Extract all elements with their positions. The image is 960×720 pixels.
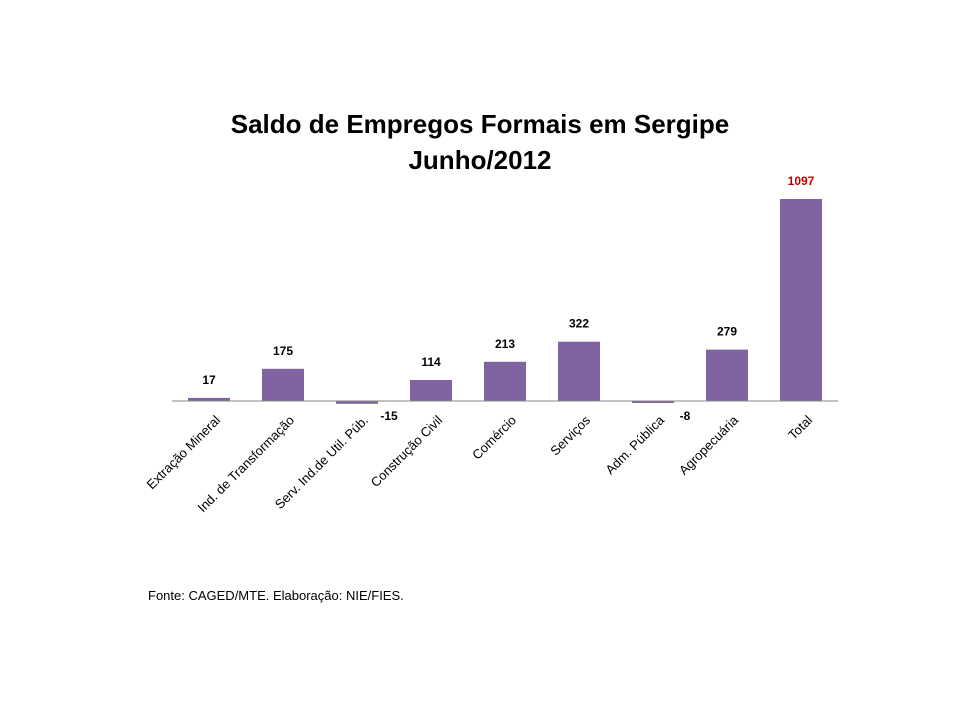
bar bbox=[188, 397, 230, 401]
x-tick-label: Comércio bbox=[469, 413, 519, 463]
data-label: 17 bbox=[202, 373, 216, 387]
data-label: -15 bbox=[380, 409, 398, 423]
bar bbox=[706, 349, 748, 401]
data-label: -8 bbox=[680, 409, 691, 423]
data-label: 175 bbox=[273, 344, 293, 358]
bar bbox=[484, 361, 526, 401]
data-labels-group: 17 175 -15 114 213 322 -8 279 1097 bbox=[202, 174, 814, 423]
x-tick-label: Extração Mineral bbox=[144, 412, 224, 492]
x-tick-label: Construção Civil bbox=[368, 412, 446, 490]
x-tick-label: Adm. Pública bbox=[602, 412, 667, 477]
chart-title: Saldo de Empregos Formais em Sergipe bbox=[231, 109, 729, 139]
source-note: Fonte: CAGED/MTE. Elaboração: NIE/FIES. bbox=[148, 588, 404, 603]
x-tick-label: Total bbox=[785, 412, 815, 442]
data-label: 114 bbox=[421, 355, 441, 369]
bar bbox=[410, 380, 452, 401]
bar bbox=[558, 341, 600, 401]
bar bbox=[262, 368, 304, 401]
data-label: 279 bbox=[717, 325, 737, 339]
data-label: 213 bbox=[495, 337, 515, 351]
bar bbox=[780, 199, 822, 401]
bars-group bbox=[188, 199, 822, 404]
bar bbox=[336, 401, 378, 404]
data-label: 1097 bbox=[788, 174, 815, 188]
chart-subtitle: Junho/2012 bbox=[408, 145, 551, 175]
x-tick-label: Serviços bbox=[547, 412, 593, 458]
bar bbox=[632, 401, 674, 403]
data-label: 322 bbox=[569, 317, 589, 331]
